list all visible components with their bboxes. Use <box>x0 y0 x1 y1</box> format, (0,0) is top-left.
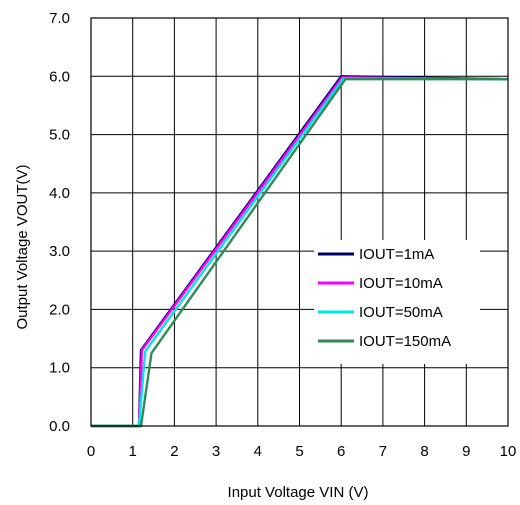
x-axis-label: Input Voltage VIN (V) <box>228 484 369 501</box>
y-tick-label: 2.0 <box>49 301 70 318</box>
x-tick-label: 4 <box>254 443 262 460</box>
plot-frame <box>90 17 509 427</box>
x-tick-label: 8 <box>420 443 428 460</box>
y-tick-label: 6.0 <box>49 68 70 85</box>
legend-label: IOUT=50mA <box>359 304 443 321</box>
x-tick-label: 6 <box>337 443 345 460</box>
y-tick-label: 7.0 <box>49 10 70 27</box>
legend-label: IOUT=10mA <box>359 275 443 292</box>
y-tick-labels: 0.0 1.0 2.0 3.0 4.0 5.0 6.0 7.0 <box>49 10 70 435</box>
x-tick-labels: 0 1 2 3 4 5 6 7 8 9 10 <box>87 443 517 460</box>
y-tick-label: 3.0 <box>49 243 70 260</box>
y-tick-label: 0.0 <box>49 418 70 435</box>
y-tick-label: 4.0 <box>49 185 70 202</box>
legend-background <box>314 240 480 364</box>
x-tick-label: 2 <box>170 443 178 460</box>
x-tick-label: 1 <box>129 443 137 460</box>
y-tick-label: 5.0 <box>49 127 70 144</box>
x-tick-label: 10 <box>500 443 517 460</box>
y-tick-label: 1.0 <box>49 360 70 377</box>
x-tick-label: 5 <box>295 443 303 460</box>
x-tick-label: 9 <box>462 443 470 460</box>
x-tick-label: 7 <box>379 443 387 460</box>
x-tick-label: 0 <box>87 443 95 460</box>
x-tick-label: 3 <box>212 443 220 460</box>
legend-label: IOUT=1mA <box>359 246 434 263</box>
y-axis-label: Output Voltage VOUT(V) <box>14 164 31 329</box>
legend-label: IOUT=150mA <box>359 333 451 350</box>
legend: IOUT=1mA IOUT=10mA IOUT=50mA IOUT=150mA <box>314 240 480 364</box>
